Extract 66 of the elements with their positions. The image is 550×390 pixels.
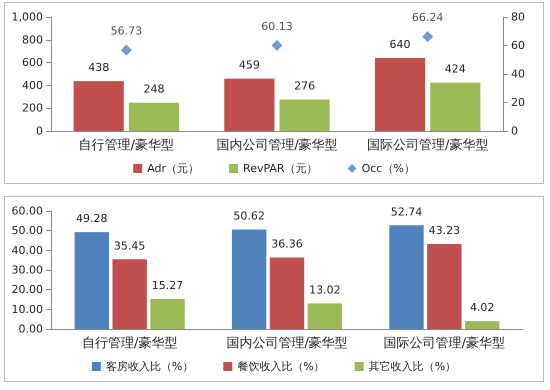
bar <box>128 102 180 131</box>
data-label: 15.27 <box>152 278 184 292</box>
data-label: 35.45 <box>114 239 146 252</box>
y-tick-label: 50.00 <box>12 224 43 238</box>
data-label: 13.02 <box>309 283 341 296</box>
legend-label: 客房收入比（%） <box>106 360 194 373</box>
legend-label: 餐饮收入比（%） <box>237 360 325 373</box>
data-label: 49.28 <box>76 212 108 226</box>
data-label: 66.24 <box>412 11 444 24</box>
y-tick-label: 0.00 <box>18 322 43 336</box>
legend-label: Occ（%） <box>362 162 415 175</box>
bar <box>374 58 426 131</box>
data-label: 52.74 <box>390 205 422 218</box>
legend-label: Adr（元） <box>147 162 200 175</box>
bar <box>74 232 110 329</box>
x-tick-label: 国内公司管理/豪华型 <box>226 336 348 351</box>
data-label: 276 <box>294 80 316 93</box>
data-label: 60.13 <box>261 20 293 33</box>
y-tick-label: 40.00 <box>12 244 43 257</box>
x-tick-label: 国际公司管理/豪华型 <box>384 336 506 351</box>
bar <box>74 81 124 131</box>
y-tick-label: 10.00 <box>12 302 43 316</box>
data-label: 640 <box>390 38 411 52</box>
y2-tick-label: 40 <box>511 68 525 80</box>
bar <box>427 244 462 329</box>
x-tick-label: 国内公司管理/豪华型 <box>216 138 338 153</box>
data-label: 424 <box>444 62 466 76</box>
data-label: 50.62 <box>233 209 265 222</box>
y2-tick-label: 20 <box>511 96 525 109</box>
data-label: 43.23 <box>428 224 460 237</box>
bar <box>112 259 147 329</box>
bar <box>389 225 424 329</box>
y-tick-label: 60.00 <box>12 204 43 218</box>
x-tick-label: 自行管理/豪华型 <box>78 138 174 153</box>
data-label: 459 <box>238 58 260 72</box>
y-tick-label: 800 <box>22 33 43 46</box>
y-tick-label: 400 <box>22 78 43 92</box>
y-tick-label: 1,000 <box>12 10 43 24</box>
point <box>120 44 132 56</box>
bar <box>430 82 480 131</box>
bar <box>232 229 266 329</box>
legend-label: 其它收入比（%） <box>368 360 456 373</box>
data-label: 4.02 <box>470 301 494 314</box>
point <box>422 31 434 42</box>
data-label: 438 <box>88 61 110 74</box>
legend-label: RevPAR（元） <box>243 162 318 175</box>
y2-tick-label: 60 <box>511 39 525 52</box>
y-tick-label: 200 <box>22 102 43 115</box>
y-tick-label: 30.00 <box>12 264 43 276</box>
bar <box>464 321 500 329</box>
x-tick-label: 国际公司管理/豪华型 <box>366 138 488 153</box>
y-tick-label: 600 <box>22 56 43 70</box>
bar <box>280 100 330 131</box>
x-tick-label: 自行管理/豪华型 <box>82 336 178 351</box>
bar <box>224 78 274 131</box>
y-tick-label: 20.00 <box>12 283 43 296</box>
bar <box>270 257 304 329</box>
y2-tick-label: 0 <box>511 124 518 138</box>
y-tick-label: 0 <box>36 124 43 138</box>
point <box>272 40 282 51</box>
bar <box>308 303 342 329</box>
data-label: 36.36 <box>271 237 303 250</box>
bar <box>150 298 185 329</box>
data-label: 56.73 <box>110 24 142 38</box>
y2-tick-label: 80 <box>511 10 525 24</box>
data-label: 248 <box>143 82 164 96</box>
